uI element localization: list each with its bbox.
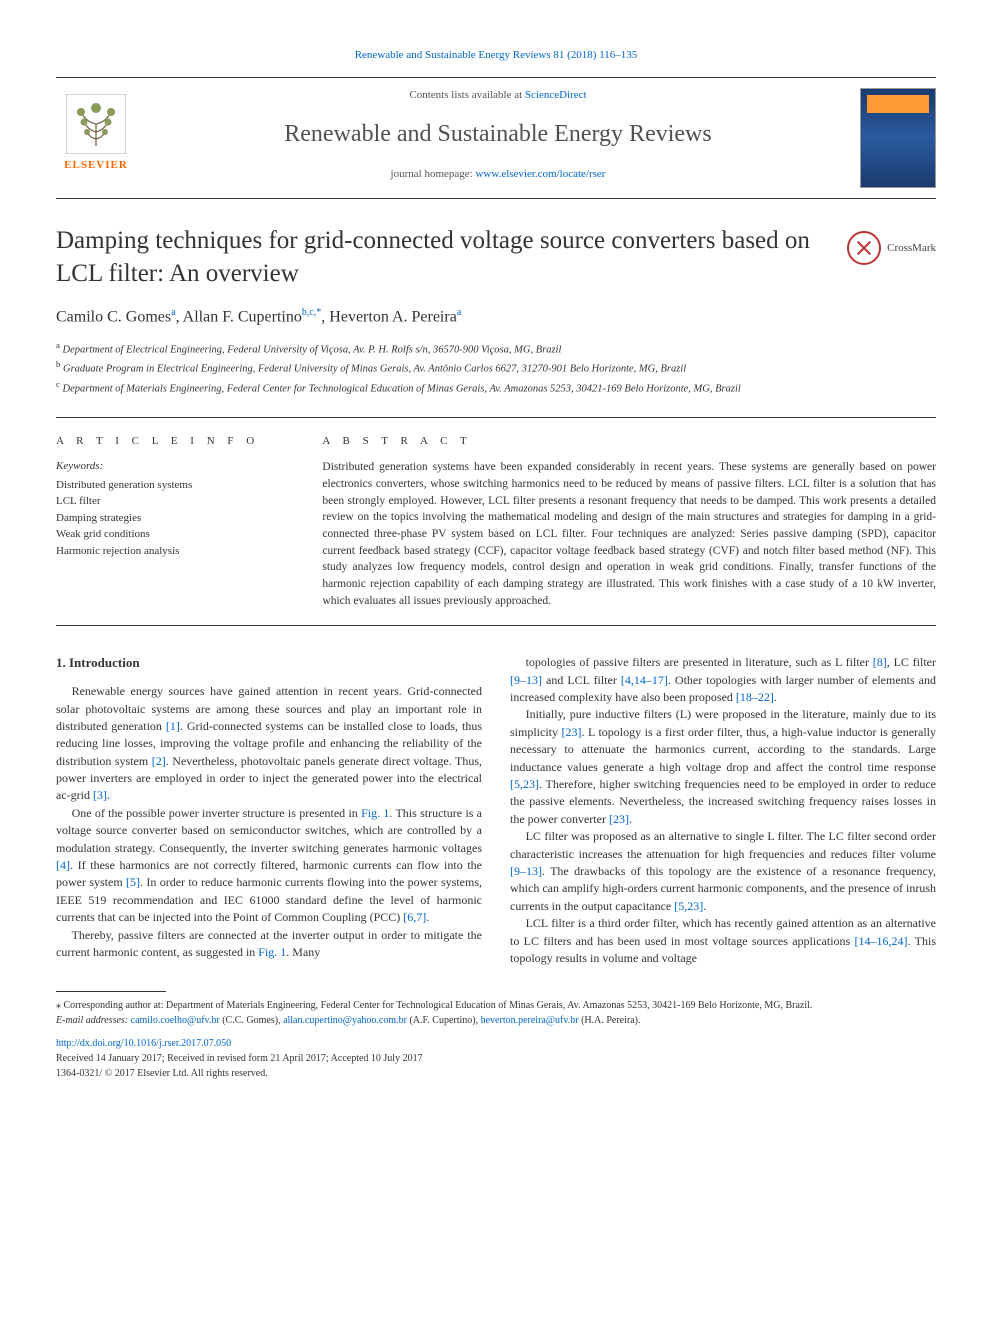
citation-line: Renewable and Sustainable Energy Reviews…	[56, 48, 936, 63]
crossmark-badge[interactable]: CrossMark	[847, 231, 936, 265]
history-dates: Received 14 January 2017; Received in re…	[56, 1051, 936, 1066]
section-heading: 1. Introduction	[56, 654, 482, 673]
affiliations: a Department of Electrical Engineering, …	[56, 339, 936, 397]
copyright-line: 1364-0321/ © 2017 Elsevier Ltd. All righ…	[56, 1066, 936, 1081]
article-page: Renewable and Sustainable Energy Reviews…	[0, 0, 992, 1121]
keyword-item: LCL filter	[56, 493, 286, 510]
title-row: Damping techniques for grid-connected vo…	[56, 225, 936, 290]
journal-cover-thumbnail	[860, 88, 936, 188]
journal-header: ELSEVIER Contents lists available at Sci…	[56, 77, 936, 199]
body-paragraph: LCL filter is a third order filter, whic…	[510, 915, 936, 967]
contents-prefix: Contents lists available at	[409, 89, 524, 101]
keyword-item: Damping strategies	[56, 510, 286, 527]
article-info-heading: A R T I C L E I N F O	[56, 434, 286, 449]
doi-link[interactable]: http://dx.doi.org/10.1016/j.rser.2017.07…	[56, 1036, 936, 1051]
email-line: E-mail addresses: camilo.coelho@ufv.br (…	[56, 1013, 936, 1028]
footnote-separator	[56, 991, 166, 992]
body-paragraph: Renewable energy sources have gained att…	[56, 683, 482, 805]
homepage-prefix: journal homepage:	[391, 168, 476, 180]
corresponding-author: ⁎ Corresponding author at: Department of…	[56, 998, 936, 1013]
publisher-name: ELSEVIER	[64, 158, 128, 173]
homepage-link[interactable]: www.elsevier.com/locate/rser	[475, 168, 605, 180]
sciencedirect-link[interactable]: ScienceDirect	[525, 89, 587, 101]
article-info: A R T I C L E I N F O Keywords: Distribu…	[56, 418, 302, 625]
email-link[interactable]: camilo.coelho@ufv.br	[131, 1015, 220, 1026]
abstract-block: A B S T R A C T Distributed generation s…	[302, 418, 936, 625]
crossmark-label: CrossMark	[887, 241, 936, 256]
abstract-text: Distributed generation systems have been…	[322, 459, 936, 609]
keyword-item: Weak grid conditions	[56, 526, 286, 543]
elsevier-tree-icon	[66, 94, 126, 154]
right-column: topologies of passive filters are presen…	[510, 654, 936, 967]
footnotes: ⁎ Corresponding author at: Department of…	[56, 998, 936, 1081]
journal-name: Renewable and Sustainable Energy Reviews	[156, 118, 840, 152]
body-paragraph: LC filter was proposed as an alternative…	[510, 828, 936, 915]
article-title: Damping techniques for grid-connected vo…	[56, 225, 827, 290]
body-paragraph: Initially, pure inductive filters (L) we…	[510, 706, 936, 828]
abstract-heading: A B S T R A C T	[322, 434, 936, 449]
body-paragraph: One of the possible power inverter struc…	[56, 805, 482, 927]
crossmark-icon	[847, 231, 881, 265]
keywords-label: Keywords:	[56, 459, 286, 474]
keyword-item: Distributed generation systems	[56, 477, 286, 494]
body-paragraph: Thereby, passive filters are connected a…	[56, 927, 482, 962]
body-columns: 1. Introduction Renewable energy sources…	[56, 654, 936, 967]
keywords-list: Distributed generation systemsLCL filter…	[56, 477, 286, 560]
header-center: Contents lists available at ScienceDirec…	[136, 88, 860, 182]
info-row: A R T I C L E I N F O Keywords: Distribu…	[56, 417, 936, 626]
email-link[interactable]: heverton.pereira@ufv.br	[481, 1015, 579, 1026]
authors-line: Camilo C. Gomesa, Allan F. Cupertinob,c,…	[56, 306, 936, 329]
publisher-logo: ELSEVIER	[56, 88, 136, 178]
keyword-item: Harmonic rejection analysis	[56, 543, 286, 560]
left-column: 1. Introduction Renewable energy sources…	[56, 654, 482, 967]
email-link[interactable]: allan.cupertino@yahoo.com.br	[283, 1015, 407, 1026]
homepage-line: journal homepage: www.elsevier.com/locat…	[156, 167, 840, 182]
contents-line: Contents lists available at ScienceDirec…	[156, 88, 840, 103]
body-paragraph: topologies of passive filters are presen…	[510, 654, 936, 706]
